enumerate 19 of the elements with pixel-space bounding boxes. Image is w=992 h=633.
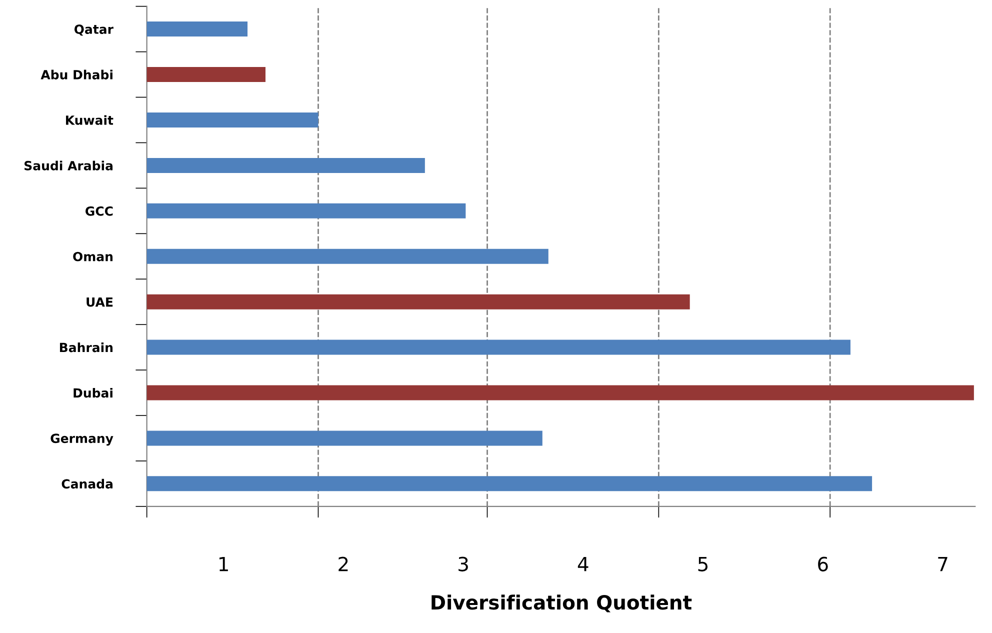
x-tick-label: 1 [219,557,228,572]
y-tick-label: GCC [86,206,113,216]
y-tick-label: Canada [62,478,112,489]
x-tick-label: 7 [938,557,948,572]
y-tick-label: Qatar [74,24,114,36]
x-tick-label: 6 [818,556,828,572]
x-tick-label: 3 [458,556,468,572]
y-tick-label: Kuwait [66,115,114,125]
x-tick-label: 2 [338,556,348,572]
y-tick-label: Dubai [74,388,112,398]
y-tick-label: Abu Dhabi [40,70,112,80]
y-tick-label: Saudi Arabia [24,160,112,170]
x-tick-label: 5 [698,557,708,572]
y-tick-label: Oman [73,252,113,262]
y-tick-label: Germany [50,434,114,446]
y-tick-label: Bahrain [60,342,113,352]
x-axis-title: Diversification Quotient [432,594,692,612]
y-tick-label: UAE [86,297,113,307]
x-tick-label: 4 [578,557,588,572]
